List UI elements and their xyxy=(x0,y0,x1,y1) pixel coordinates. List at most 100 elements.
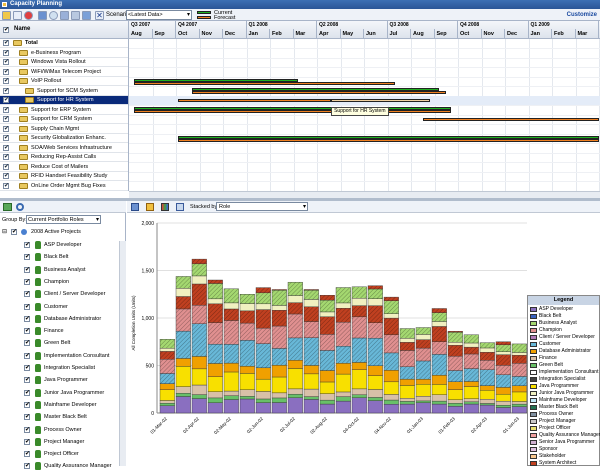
role-tree-root[interactable]: ⊟ ✔ 2008 Active Projects xyxy=(0,228,126,238)
role-checkbox[interactable]: ✔ xyxy=(24,242,31,248)
open-icon[interactable] xyxy=(146,203,154,211)
project-row[interactable]: ✔ WiFi/WiMax Telecom Project xyxy=(0,68,128,77)
role-row[interactable]: ✔ ASP Developer xyxy=(0,241,126,252)
role-row[interactable]: ✔ Finance xyxy=(0,327,126,338)
new-icon[interactable] xyxy=(13,11,22,20)
row-checkbox[interactable]: ✔ xyxy=(3,68,10,75)
project-row[interactable]: ✔ Reduce Cost of Mailers xyxy=(0,163,128,172)
filter-icon[interactable] xyxy=(71,11,80,20)
colors-icon[interactable] xyxy=(161,203,169,211)
role-row[interactable]: ✔ Implementation Consultant xyxy=(0,351,126,363)
row-checkbox[interactable]: ✔ xyxy=(3,173,10,179)
gantt-bar[interactable] xyxy=(133,81,395,85)
project-row[interactable]: ✔ Support for HR System xyxy=(0,96,128,105)
project-row[interactable]: ✔ Supply Chain Mgmt xyxy=(0,125,128,134)
role-row[interactable]: ✔ Project Officer xyxy=(0,450,126,461)
gantt-bar[interactable] xyxy=(178,135,599,139)
gantt-bar[interactable] xyxy=(133,78,299,82)
customize-link[interactable]: Customize xyxy=(566,12,597,18)
row-checkbox[interactable]: ✔ xyxy=(3,163,10,170)
row-checkbox[interactable]: ✔ xyxy=(3,106,10,113)
role-checkbox[interactable]: ✔ xyxy=(24,340,31,347)
role-checkbox[interactable]: ✔ xyxy=(24,401,31,408)
role-checkbox[interactable]: ✔ xyxy=(24,328,31,335)
role-checkbox[interactable]: ✔ xyxy=(24,377,31,384)
row-checkbox[interactable]: ✔ xyxy=(3,144,10,151)
stacked-by-select[interactable]: Role ▾ xyxy=(216,202,308,211)
project-row[interactable]: ✔ VoIP Rollout xyxy=(0,77,128,86)
row-checkbox[interactable]: ✔ xyxy=(3,49,10,56)
role-checkbox[interactable]: ✔ xyxy=(24,278,31,285)
grid-icon[interactable] xyxy=(60,11,69,20)
search-icon[interactable] xyxy=(16,203,24,211)
role-row[interactable]: ✔ Java Programmer xyxy=(0,376,126,387)
role-checkbox[interactable]: ✔ xyxy=(24,352,31,359)
project-row[interactable]: ✔ SOA/Web Services Infrastructure xyxy=(0,144,128,153)
role-checkbox[interactable]: ✔ xyxy=(24,254,31,261)
role-row[interactable]: ✔ Process Owner xyxy=(0,425,126,437)
role-checkbox[interactable]: ✔ xyxy=(24,451,31,458)
role-row[interactable]: ✔ Integration Specialist xyxy=(0,364,126,375)
role-row[interactable]: ✔ Black Belt xyxy=(0,253,126,264)
project-row[interactable]: ✔ Support for ERP System xyxy=(0,106,128,115)
name-column-header[interactable]: Name xyxy=(14,26,31,32)
role-checkbox[interactable]: ✔ xyxy=(24,438,31,445)
gantt-bar[interactable] xyxy=(133,110,451,113)
gantt-bar[interactable] xyxy=(192,91,447,94)
role-row[interactable]: ✔ Database Administrator xyxy=(0,314,126,326)
delete-icon[interactable] xyxy=(24,11,33,20)
root-checkbox[interactable]: ✔ xyxy=(11,229,18,235)
project-row[interactable]: ✔ RFID Handset Feasibility Study xyxy=(0,172,128,181)
tree-expand-icon[interactable] xyxy=(3,203,12,211)
gantt-bar[interactable] xyxy=(422,118,599,121)
properties-icon[interactable] xyxy=(38,11,47,20)
open-folder-icon[interactable] xyxy=(2,11,11,20)
row-checkbox[interactable]: ✔ xyxy=(3,87,10,94)
gantt-bar[interactable] xyxy=(178,99,332,102)
project-row[interactable]: ✔ Security Globalization Enhanc. xyxy=(0,134,128,143)
row-checkbox[interactable]: ✔ xyxy=(3,116,10,122)
zoom-icon[interactable] xyxy=(49,11,58,20)
chart-icon[interactable] xyxy=(82,11,91,20)
row-checkbox[interactable]: ✔ xyxy=(3,40,10,46)
gantt-bar[interactable] xyxy=(178,138,599,142)
project-row[interactable]: ✔ Windows Vista Rollout xyxy=(0,58,128,67)
role-checkbox[interactable]: ✔ xyxy=(24,291,31,298)
project-row[interactable]: ✔ Reducing Rep-Assist Calls xyxy=(0,153,128,162)
gantt-bar[interactable] xyxy=(133,107,451,110)
role-row[interactable]: ✔ Customer xyxy=(0,302,126,314)
row-checkbox[interactable]: ✔ xyxy=(3,78,10,84)
group-by-select[interactable]: Current Portfolio Roles ▾ xyxy=(26,215,101,224)
row-checkbox[interactable]: ✔ xyxy=(3,182,10,189)
row-checkbox[interactable]: ✔ xyxy=(3,125,10,132)
role-checkbox[interactable]: ✔ xyxy=(24,414,31,421)
close-x-icon[interactable]: ✕ xyxy=(95,11,104,20)
row-checkbox[interactable]: ✔ xyxy=(3,59,10,65)
gantt-horizontal-scrollbar[interactable] xyxy=(129,191,600,198)
checkbox-all-icon[interactable]: ✔ xyxy=(3,27,10,33)
role-checkbox[interactable]: ✔ xyxy=(24,266,31,273)
role-checkbox[interactable]: ✔ xyxy=(24,426,31,433)
project-row[interactable]: ✔ e-Business Program xyxy=(0,49,128,58)
row-checkbox[interactable]: ✔ xyxy=(3,154,10,160)
role-checkbox[interactable]: ✔ xyxy=(24,463,31,470)
role-vertical-scrollbar[interactable] xyxy=(119,241,126,466)
role-row[interactable]: ✔ Quality Assurance Manager xyxy=(0,462,126,473)
refresh-icon[interactable] xyxy=(131,203,139,211)
role-checkbox[interactable]: ✔ xyxy=(24,303,31,310)
row-checkbox[interactable]: ✔ xyxy=(3,135,10,141)
role-row[interactable]: ✔ Junior Java Programmer xyxy=(0,388,126,400)
gantt-bar[interactable] xyxy=(192,88,440,91)
role-row[interactable]: ✔ Client / Server Developer xyxy=(0,290,126,301)
row-checkbox[interactable]: ✔ xyxy=(3,97,10,103)
role-checkbox[interactable]: ✔ xyxy=(24,365,31,371)
project-row[interactable]: ✔ OnLine Order Mgmt Bug Fixes xyxy=(0,182,128,191)
pane-splitter[interactable] xyxy=(0,198,600,201)
role-row[interactable]: ✔ Champion xyxy=(0,277,126,289)
role-row[interactable]: ✔ Master Black Belt xyxy=(0,413,126,424)
gantt-bar[interactable] xyxy=(331,99,430,102)
role-checkbox[interactable]: ✔ xyxy=(24,315,31,322)
role-row[interactable]: ✔ Mainframe Developer xyxy=(0,400,126,412)
project-row[interactable]: ✔ Total xyxy=(0,39,128,48)
role-row[interactable]: ✔ Business Analyst xyxy=(0,265,126,277)
